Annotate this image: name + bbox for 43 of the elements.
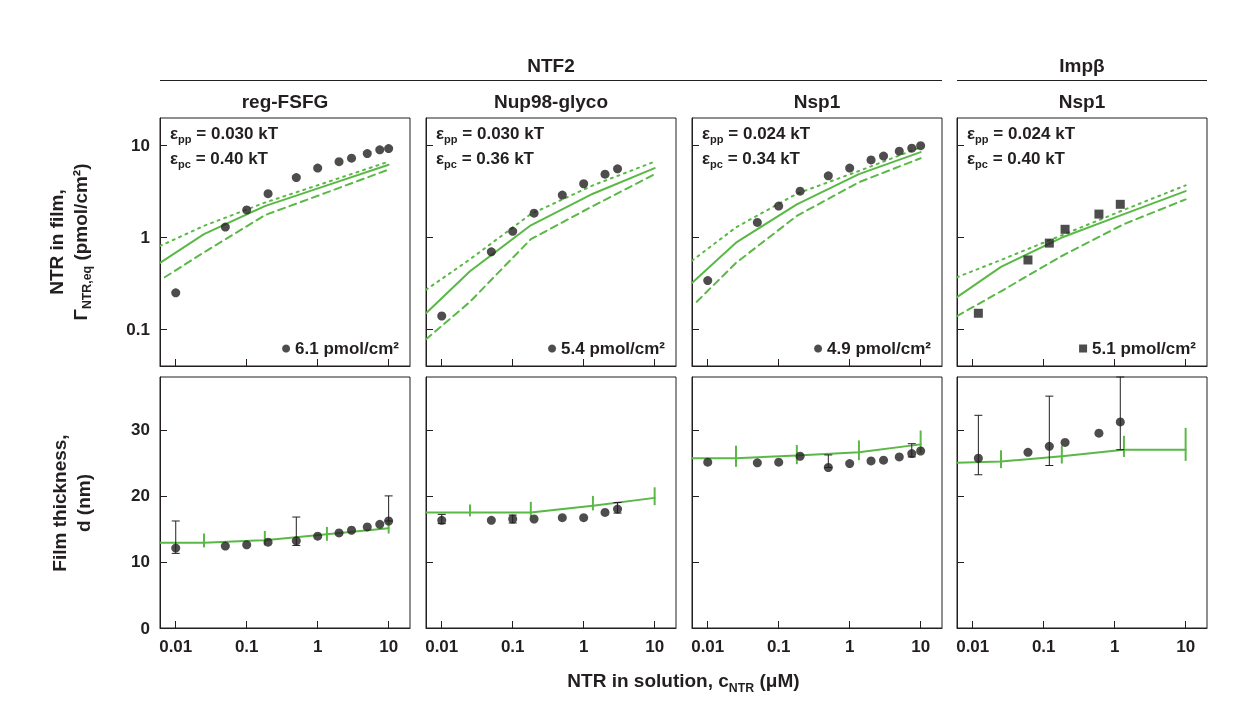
x-tick-label: 10	[379, 637, 399, 656]
x-tick-label: 0.1	[766, 637, 791, 656]
y-axis-title: Film thickness, d (nm)	[48, 433, 95, 572]
y-tick-label: 0.1	[126, 319, 150, 339]
y-tick-label: 20	[131, 486, 150, 506]
annotation: ε$_{pc}$ = 0.34 kT	[702, 149, 801, 171]
x-tick-label: 1	[578, 637, 589, 656]
annotation: ε$_{pp}$ = 0.024 kT	[967, 124, 1076, 146]
chart-title: Nup98-glyco	[493, 91, 609, 113]
x-tick-label: 0.1	[234, 637, 259, 656]
x-tick-label: 0.1	[1031, 637, 1056, 656]
annotation: ε$_{pp}$ = 0.024 kT	[702, 124, 811, 146]
legend-label: 4.9 pmol/cm²	[827, 339, 932, 358]
x-tick-label: 0.01	[691, 637, 725, 656]
x-tick-label: 1	[1109, 637, 1120, 656]
x-tick-label: 0.01	[956, 637, 990, 656]
annotation: ε$_{pp}$ = 0.030 kT	[436, 124, 545, 146]
legend-label: 5.1 pmol/cm²	[1092, 339, 1197, 358]
chart-title: Nsp1	[1057, 91, 1107, 113]
y-tick-label: 30	[131, 420, 150, 440]
annotation: ε$_{pc}$ = 0.40 kT	[967, 149, 1066, 171]
x-tick-label: 0.01	[425, 637, 459, 656]
y-tick-label: 10	[131, 552, 150, 572]
legend-label: 6.1 pmol/cm²	[295, 339, 400, 358]
x-axis-title: NTR in solution, c$_{NTR}$ (μM)	[566, 670, 801, 695]
annotation: ε$_{pc}$ = 0.36 kT	[436, 149, 535, 171]
x-tick-label: 10	[911, 637, 931, 656]
x-tick-label: 1	[844, 637, 855, 656]
annotation: ε$_{pp}$ = 0.030 kT	[170, 124, 279, 146]
y-tick-label: 0	[140, 618, 150, 638]
chart-subtitle: NTF2	[160, 55, 942, 81]
x-tick-label: 0.1	[500, 637, 525, 656]
y-tick-label: 1	[140, 228, 150, 248]
chart-title: Nsp1	[792, 91, 842, 113]
x-tick-label: 0.01	[159, 637, 193, 656]
x-tick-label: 10	[645, 637, 665, 656]
y-tick-label: 10	[131, 136, 150, 156]
legend-label: 5.4 pmol/cm²	[561, 339, 666, 358]
chart-title: reg-FSFG	[240, 91, 330, 113]
annotation: ε$_{pc}$ = 0.40 kT	[170, 149, 269, 171]
x-tick-label: 1	[312, 637, 323, 656]
chart-subtitle: Impβ	[957, 55, 1207, 81]
x-tick-label: 10	[1176, 637, 1196, 656]
